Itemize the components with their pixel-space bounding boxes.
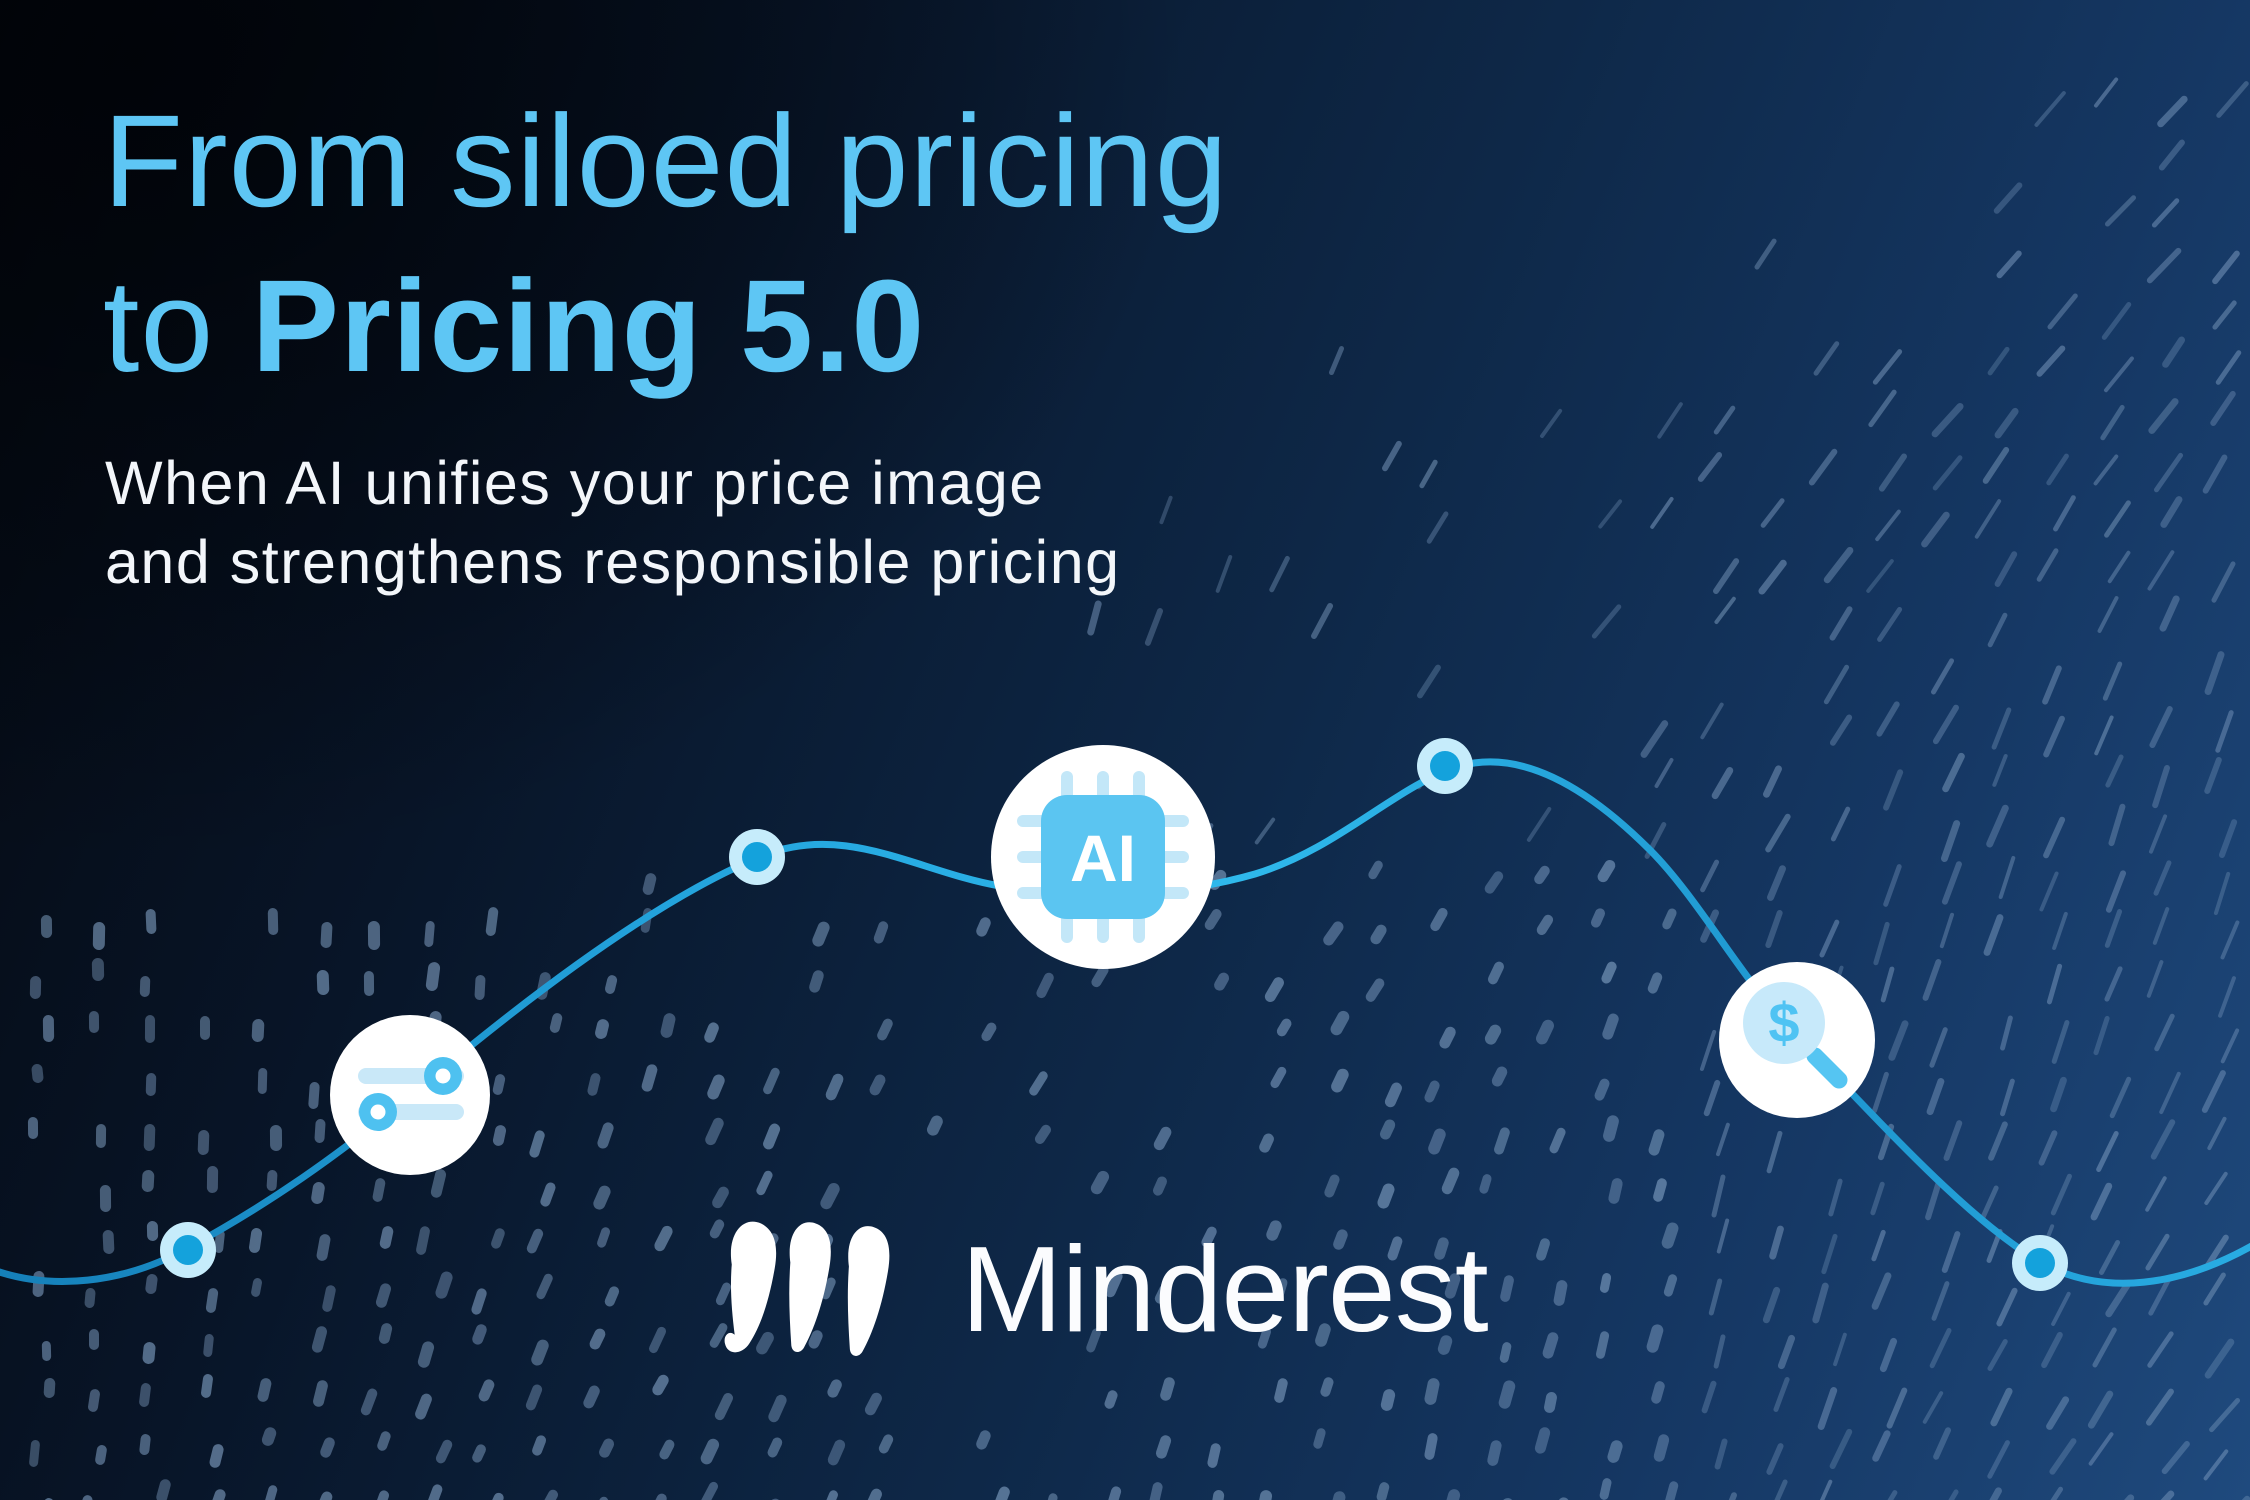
ai-chip-icon: AI bbox=[1017, 771, 1189, 943]
data-point-dot bbox=[729, 829, 785, 885]
sliders-badge bbox=[330, 1015, 490, 1175]
subtitle: When AI unifies your price image and str… bbox=[105, 444, 1121, 603]
price-magnifier-icon: $ bbox=[1743, 982, 1848, 1089]
subtitle-line2: and strengthens responsible pricing bbox=[105, 528, 1121, 597]
minderest-mark-icon bbox=[724, 1221, 890, 1356]
data-point-core bbox=[742, 842, 772, 872]
minderest-wordmark: Minderest bbox=[961, 1221, 1489, 1357]
price-magnifier-badge: $ bbox=[1719, 962, 1875, 1118]
sliders-icon bbox=[358, 1057, 464, 1131]
data-point-core bbox=[173, 1235, 203, 1265]
data-point-dot bbox=[160, 1222, 216, 1278]
ai-chip-badge: AI bbox=[991, 745, 1215, 969]
dollar-symbol: $ bbox=[1768, 991, 1799, 1054]
headline: From siloed pricing to Pricing 5.0 bbox=[103, 78, 1229, 408]
headline-line1: From siloed pricing bbox=[103, 87, 1229, 234]
data-point-dot bbox=[2012, 1235, 2068, 1291]
headline-emphasis: Pricing 5.0 bbox=[251, 252, 926, 400]
data-point-dot bbox=[1417, 738, 1473, 794]
data-point-core bbox=[1430, 751, 1460, 781]
minderest-logo: Minderest bbox=[722, 1212, 1489, 1357]
subtitle-line1: When AI unifies your price image bbox=[105, 449, 1045, 517]
data-point-core bbox=[2025, 1248, 2055, 1278]
ai-chip-label: AI bbox=[1070, 821, 1136, 895]
headline-line2: to Pricing 5.0 bbox=[103, 252, 926, 400]
